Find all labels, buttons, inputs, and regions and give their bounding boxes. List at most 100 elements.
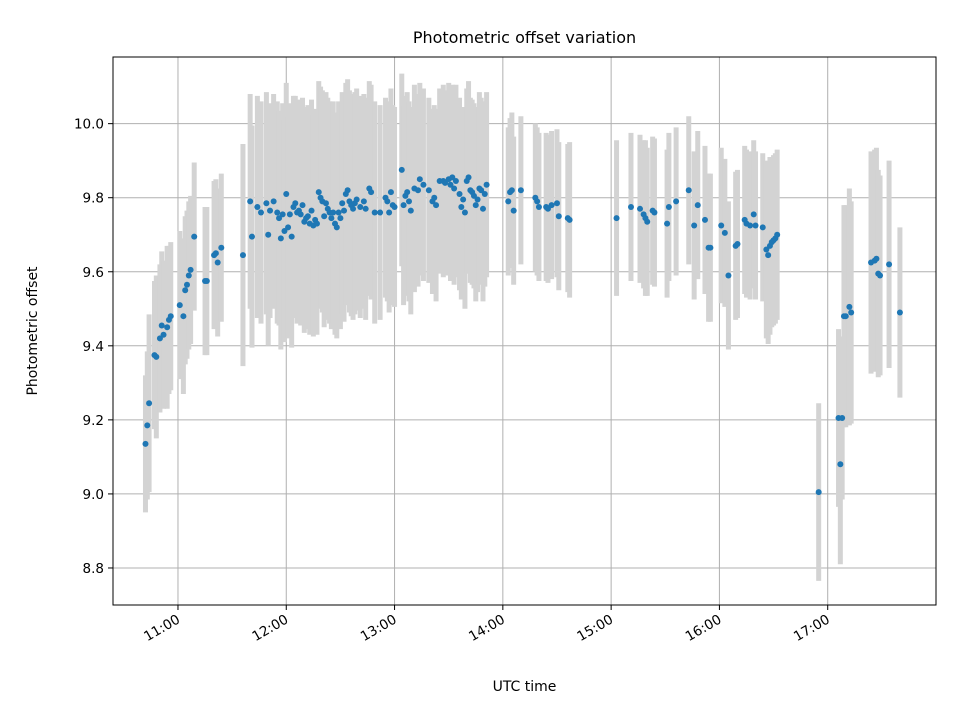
data-point <box>187 266 194 273</box>
data-point <box>479 205 486 212</box>
data-point <box>368 189 375 196</box>
data-point <box>288 233 295 240</box>
data-point <box>415 187 422 194</box>
data-point <box>442 179 449 186</box>
data-point <box>505 198 512 205</box>
data-point <box>167 313 174 320</box>
data-point <box>146 400 153 407</box>
data-point <box>279 211 286 218</box>
data-point <box>707 244 714 251</box>
data-point <box>153 353 160 360</box>
data-point <box>842 313 849 320</box>
data-point <box>371 209 378 216</box>
data-point <box>247 198 254 205</box>
data-point <box>759 224 766 231</box>
data-point <box>400 202 407 209</box>
data-point <box>877 272 884 279</box>
data-point <box>416 176 423 183</box>
data-point <box>848 309 855 316</box>
data-point <box>322 200 329 207</box>
y-tick-label: 8.8 <box>83 561 104 577</box>
data-point <box>886 261 893 268</box>
data-point <box>156 335 163 342</box>
data-point <box>350 205 357 212</box>
data-point <box>627 203 634 210</box>
data-point <box>433 202 440 209</box>
data-point <box>483 181 490 188</box>
data-point <box>185 272 192 279</box>
data-point <box>404 189 411 196</box>
data-point <box>281 228 288 235</box>
data-point <box>180 313 187 320</box>
data-point <box>685 187 692 194</box>
data-point <box>431 194 438 201</box>
y-tick-label: 10.0 <box>74 117 104 133</box>
data-point <box>377 209 384 216</box>
data-point <box>447 181 454 188</box>
data-point <box>341 207 348 214</box>
data-point <box>335 209 342 216</box>
data-point <box>304 213 311 220</box>
data-point <box>407 207 414 214</box>
data-point <box>160 331 167 338</box>
data-point <box>651 209 658 216</box>
data-point <box>248 233 255 240</box>
data-point <box>774 231 781 238</box>
data-point <box>344 187 351 194</box>
data-point <box>142 440 149 447</box>
data-points <box>142 166 903 496</box>
data-point <box>474 196 481 203</box>
data-point <box>555 213 562 220</box>
data-point <box>191 233 198 240</box>
data-point <box>701 216 708 223</box>
data-point <box>664 220 671 227</box>
data-point <box>613 215 620 222</box>
y-tick-label: 9.4 <box>83 339 104 355</box>
data-point <box>449 174 456 181</box>
data-point <box>478 187 485 194</box>
data-point <box>694 202 701 209</box>
data-point <box>481 191 488 197</box>
data-point <box>239 252 246 259</box>
data-point <box>470 192 477 199</box>
data-point <box>465 174 472 181</box>
data-point <box>263 200 270 207</box>
data-point <box>548 202 555 209</box>
y-axis: 8.8 9.0 9.2 9.4 9.6 9.8 10.0 <box>74 117 113 577</box>
data-point <box>535 203 542 210</box>
data-point <box>508 187 515 194</box>
data-point <box>458 203 465 210</box>
data-point <box>339 200 346 207</box>
data-point <box>721 229 728 236</box>
data-point <box>517 187 524 194</box>
x-axis-label: UTC time <box>493 679 557 695</box>
data-point <box>315 189 322 196</box>
data-point <box>164 324 171 331</box>
data-point <box>734 240 741 247</box>
data-point <box>644 218 651 225</box>
y-axis-label: Photometric offset <box>25 266 41 396</box>
y-tick-label: 9.6 <box>83 265 104 281</box>
data-point <box>283 191 290 197</box>
data-point <box>456 191 463 197</box>
y-tick-label: 9.2 <box>83 413 104 429</box>
data-point <box>384 198 391 205</box>
data-point <box>144 422 151 429</box>
data-point <box>357 203 364 210</box>
data-point <box>460 196 467 203</box>
data-point <box>752 222 759 229</box>
data-point <box>297 211 304 218</box>
data-point <box>873 255 880 262</box>
y-tick-label: 9.8 <box>83 191 104 207</box>
y-tick-label: 9.0 <box>83 487 104 503</box>
data-point <box>673 198 680 205</box>
data-point <box>353 196 360 203</box>
data-point <box>425 187 432 194</box>
data-point <box>212 250 219 257</box>
data-point <box>274 209 281 216</box>
data-point <box>472 202 479 209</box>
data-point <box>398 166 405 173</box>
data-point <box>183 281 190 288</box>
data-point <box>337 215 344 222</box>
